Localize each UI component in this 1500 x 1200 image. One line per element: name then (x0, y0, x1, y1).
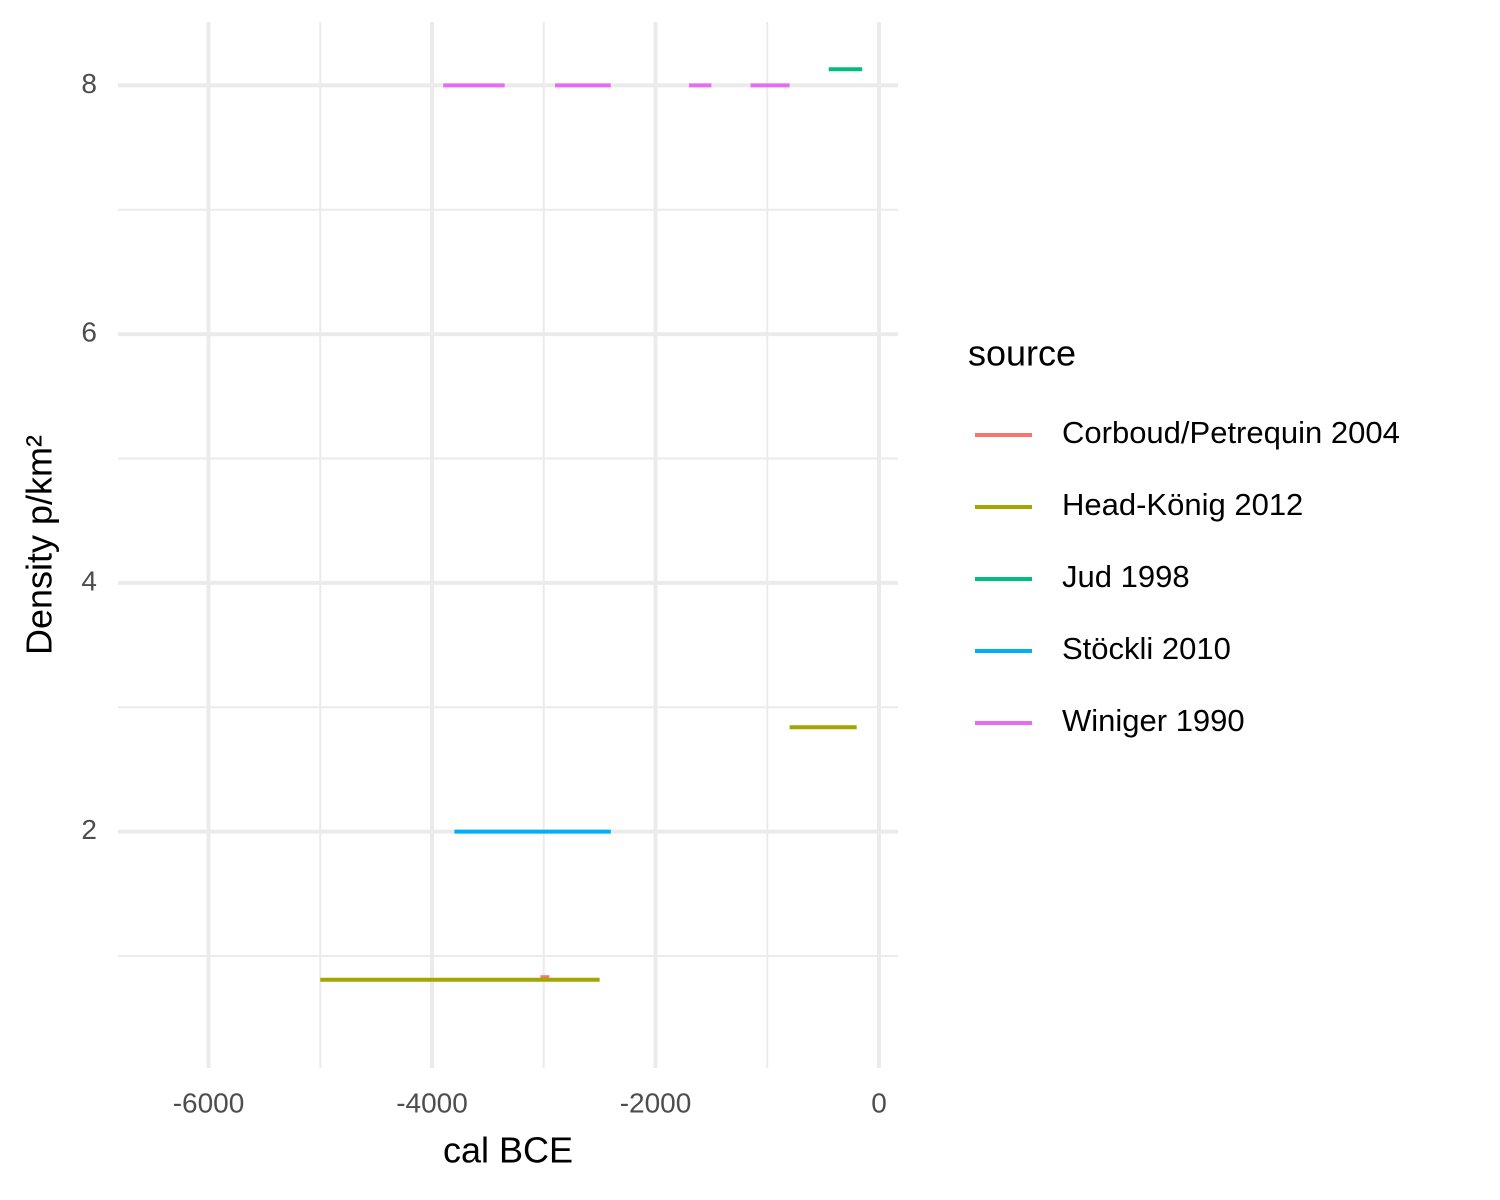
legend-label: Winiger 1990 (1062, 703, 1245, 738)
x-tick-label: -6000 (173, 1087, 245, 1118)
legend-title: source (968, 333, 1076, 374)
legend-label: Corboud/Petrequin 2004 (1062, 415, 1400, 450)
legend-label: Head-König 2012 (1062, 487, 1303, 522)
legend-label: Jud 1998 (1062, 559, 1190, 594)
legend-label: Stöckli 2010 (1062, 631, 1231, 666)
y-tick-label: 8 (81, 68, 97, 99)
y-tick-label: 4 (81, 565, 97, 596)
x-tick-label: -4000 (396, 1087, 468, 1118)
x-tick-label: -2000 (620, 1087, 692, 1118)
x-axis-title: cal BCE (443, 1130, 573, 1171)
y-axis-title: Density p/km² (19, 435, 60, 655)
x-tick-label: 0 (871, 1087, 887, 1118)
y-tick-label: 2 (81, 814, 97, 845)
y-tick-label: 6 (81, 317, 97, 348)
